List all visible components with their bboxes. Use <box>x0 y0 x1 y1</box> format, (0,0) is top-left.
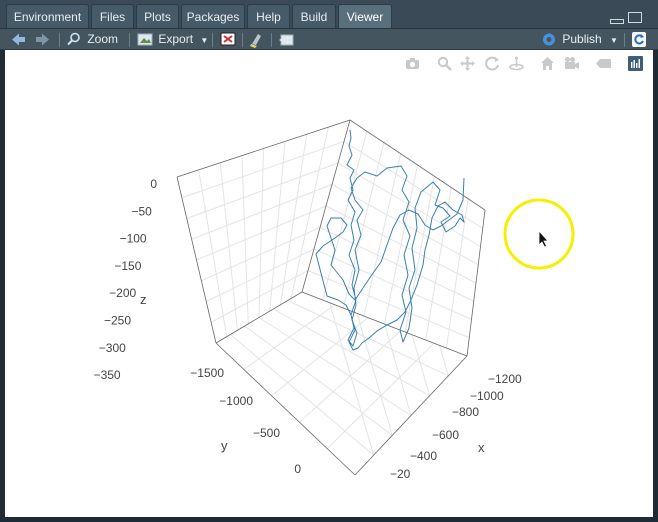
refresh-button[interactable] <box>631 29 647 50</box>
clear-viewer-button[interactable] <box>220 29 236 50</box>
mouse-pointer-icon <box>538 229 549 248</box>
axis-edge <box>354 355 468 476</box>
forward-arrow-icon[interactable] <box>35 29 51 50</box>
back-arrow-icon[interactable] <box>10 29 26 50</box>
x-tick-label: −400 <box>410 449 437 463</box>
x-tick-label: −600 <box>432 428 459 442</box>
x-axis-ticks: −1200 −1000 −800 −600 −400 −20 <box>390 372 522 481</box>
z-tick-label: 0 <box>150 177 157 191</box>
tab-plots[interactable]: Plots <box>136 4 179 28</box>
hover-icon[interactable] <box>596 56 611 71</box>
publish-button[interactable]: Publish ▼ <box>541 29 618 50</box>
tab-packages[interactable]: Packages <box>181 4 245 28</box>
export-image-icon <box>137 33 153 46</box>
toolbar-divider <box>212 33 213 47</box>
export-button[interactable]: Export ▼ <box>137 29 208 50</box>
x-tick-label: −20 <box>390 467 411 481</box>
orbit-rotation-icon[interactable] <box>485 56 500 71</box>
maximize-pane-icon[interactable] <box>628 12 642 23</box>
zoom-icon[interactable] <box>437 56 452 71</box>
toolbar-divider <box>624 33 625 47</box>
z-tick-label: −300 <box>99 341 126 355</box>
trajectory-line <box>315 129 465 351</box>
z-tick-label: −250 <box>104 314 131 328</box>
minimize-pane-icon[interactable] <box>610 19 624 24</box>
toolbar-divider <box>242 33 243 47</box>
x-tick-label: −1200 <box>488 372 522 386</box>
tab-help[interactable]: Help <box>247 4 290 28</box>
zoom-button[interactable]: Zoom <box>66 29 118 50</box>
pane-tab-bar: Environment Files Plots Packages Help Bu… <box>0 0 658 29</box>
zoom-label: Zoom <box>87 32 119 46</box>
chevron-down-icon: ▼ <box>610 36 618 45</box>
z-tick-label: −100 <box>120 232 147 246</box>
camera-icon[interactable] <box>405 56 420 71</box>
y-tick-label: −500 <box>253 426 280 440</box>
tab-files[interactable]: Files <box>91 4 134 28</box>
turntable-rotation-icon[interactable] <box>509 56 524 71</box>
cursor-highlight-circle <box>503 198 575 270</box>
y-axis-label: y <box>221 438 228 453</box>
y-tick-label: −1500 <box>190 366 224 380</box>
chevron-down-icon: ▼ <box>200 36 209 45</box>
axis-edge <box>176 119 351 178</box>
axis-edge <box>215 291 303 344</box>
magnifier-icon <box>67 32 80 46</box>
z-axis-ticks: 0 −50 −100 −150 −200 −250 −300 −350 <box>94 177 158 382</box>
publish-label: Publish <box>562 32 602 46</box>
z-tick-label: −200 <box>109 286 136 300</box>
z-tick-label: −50 <box>131 204 152 218</box>
z-tick-label: −350 <box>94 368 121 382</box>
viewer-pane: 0 −50 −100 −150 −200 −250 −300 −350 −1500 −1000−… <box>5 50 653 517</box>
save-camera-icon[interactable] <box>564 56 579 71</box>
axis-edge <box>466 209 486 357</box>
y-tick-label: 0 <box>294 462 301 476</box>
x-tick-label: −800 <box>452 405 479 419</box>
toolbar-divider <box>129 33 130 47</box>
broom-icon <box>250 34 261 48</box>
tab-build[interactable]: Build <box>292 4 336 28</box>
remove-viewer-icon <box>220 32 236 46</box>
y-tick-label: −1000 <box>219 394 253 408</box>
reset-camera-icon[interactable] <box>540 56 555 71</box>
x-tick-label: −1000 <box>470 389 504 403</box>
axis-edge <box>215 342 356 476</box>
z-tick-label: −150 <box>114 259 141 273</box>
plotly-logo-icon[interactable] <box>628 56 643 71</box>
toolbar-divider <box>271 33 272 47</box>
tab-environment[interactable]: Environment <box>6 4 89 28</box>
clear-all-button[interactable] <box>249 29 265 50</box>
export-label: Export <box>158 32 194 46</box>
axis-edge <box>301 119 351 293</box>
axis-edge <box>176 176 217 344</box>
toolbar-divider <box>59 33 60 47</box>
y-axis-ticks: −1500 −1000 −500 0 <box>190 366 301 476</box>
x-axis-label: x <box>478 440 485 455</box>
popout-window-icon <box>279 34 294 46</box>
grid-lines <box>181 127 484 456</box>
plotly-3d-scene[interactable]: 0−50−100−150−200−250−300−350 −1500−1000−… <box>5 50 653 517</box>
publish-icon <box>543 33 555 46</box>
z-axis-label: z <box>140 292 147 307</box>
axis-edge <box>349 119 486 211</box>
pan-icon[interactable] <box>460 56 475 71</box>
axis-box-edges <box>176 119 486 476</box>
viewer-toolbar: Zoom Export ▼ Publish ▼ <box>0 29 658 50</box>
show-in-window-button[interactable] <box>278 29 294 50</box>
refresh-icon <box>632 32 646 47</box>
tab-viewer[interactable]: Viewer <box>338 4 392 28</box>
axis-edge <box>301 291 468 357</box>
